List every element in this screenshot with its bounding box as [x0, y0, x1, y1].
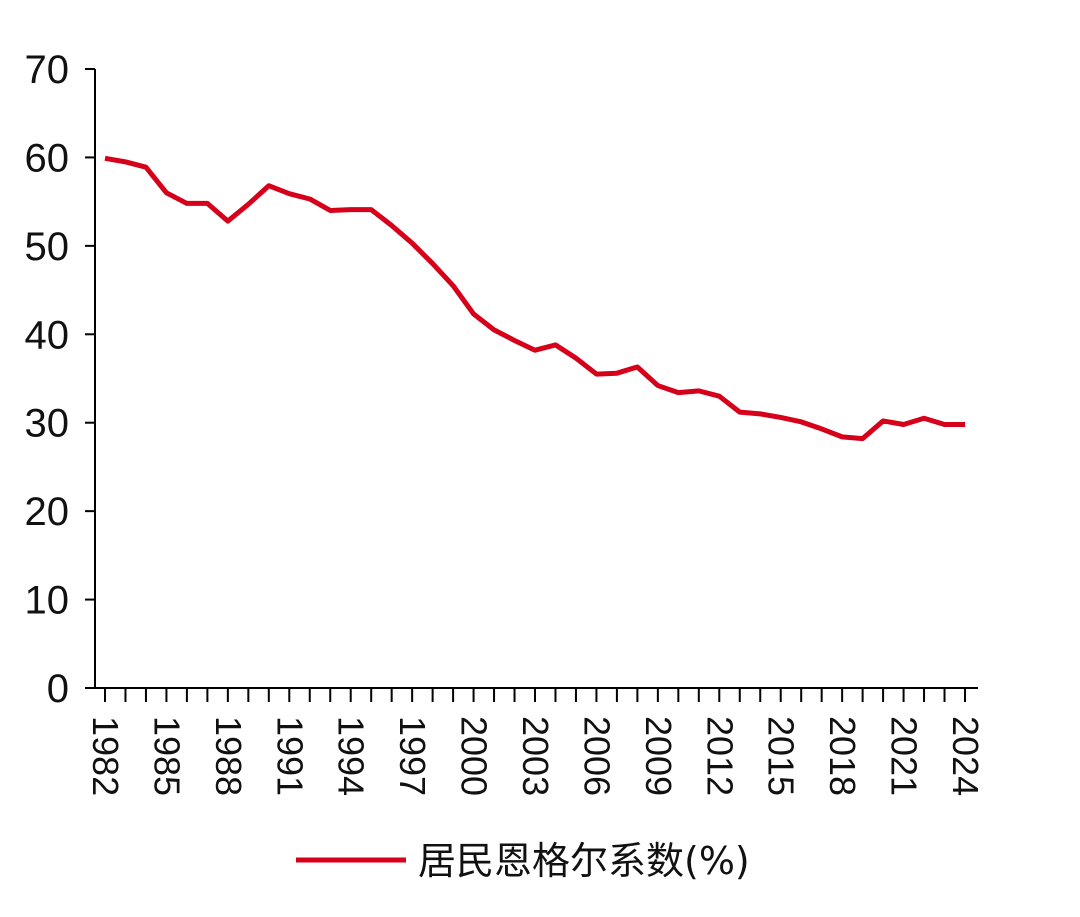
- y-tick-label: 0: [47, 667, 69, 711]
- legend-label: 居民恩格尔系数(%): [418, 839, 750, 883]
- x-tick-label: 1994: [331, 716, 372, 796]
- x-tick-label: 2009: [638, 716, 679, 796]
- y-tick-label: 10: [25, 579, 70, 623]
- x-tick-label: 2021: [884, 716, 925, 796]
- series-group: [104, 155, 965, 442]
- x-tick-label: 2003: [515, 716, 556, 796]
- y-tick-label: 60: [25, 136, 70, 180]
- x-tick-label: 1982: [85, 716, 126, 796]
- x-tick-label: 1991: [269, 716, 310, 796]
- x-tick-label: 2000: [454, 716, 495, 796]
- x-tick-label: 2018: [822, 716, 863, 796]
- x-axis: 1982 1985 1988 1991 1994 1997 2000 2003 2006 2009…: [85, 687, 986, 796]
- x-tick-label: 1988: [208, 716, 249, 796]
- y-tick-label: 20: [25, 490, 70, 534]
- legend: 居民恩格尔系数(%): [296, 839, 750, 883]
- x-tick-label: 1997: [392, 716, 433, 796]
- x-tick-label: 2012: [699, 716, 740, 796]
- x-tick-label: 2006: [576, 716, 617, 796]
- y-tick-label: 70: [25, 48, 70, 92]
- x-tick-label: 2024: [945, 716, 986, 796]
- series-line-engel-coefficient: [104, 155, 965, 442]
- y-tick-label: 30: [25, 402, 70, 446]
- x-tick-label: 2015: [761, 716, 802, 796]
- y-axis: 0 10 20 30 40 50 60 70: [25, 48, 96, 711]
- x-tick-label: 1985: [146, 716, 187, 796]
- y-tick-label: 40: [25, 313, 70, 357]
- y-tick-label: 50: [25, 225, 70, 269]
